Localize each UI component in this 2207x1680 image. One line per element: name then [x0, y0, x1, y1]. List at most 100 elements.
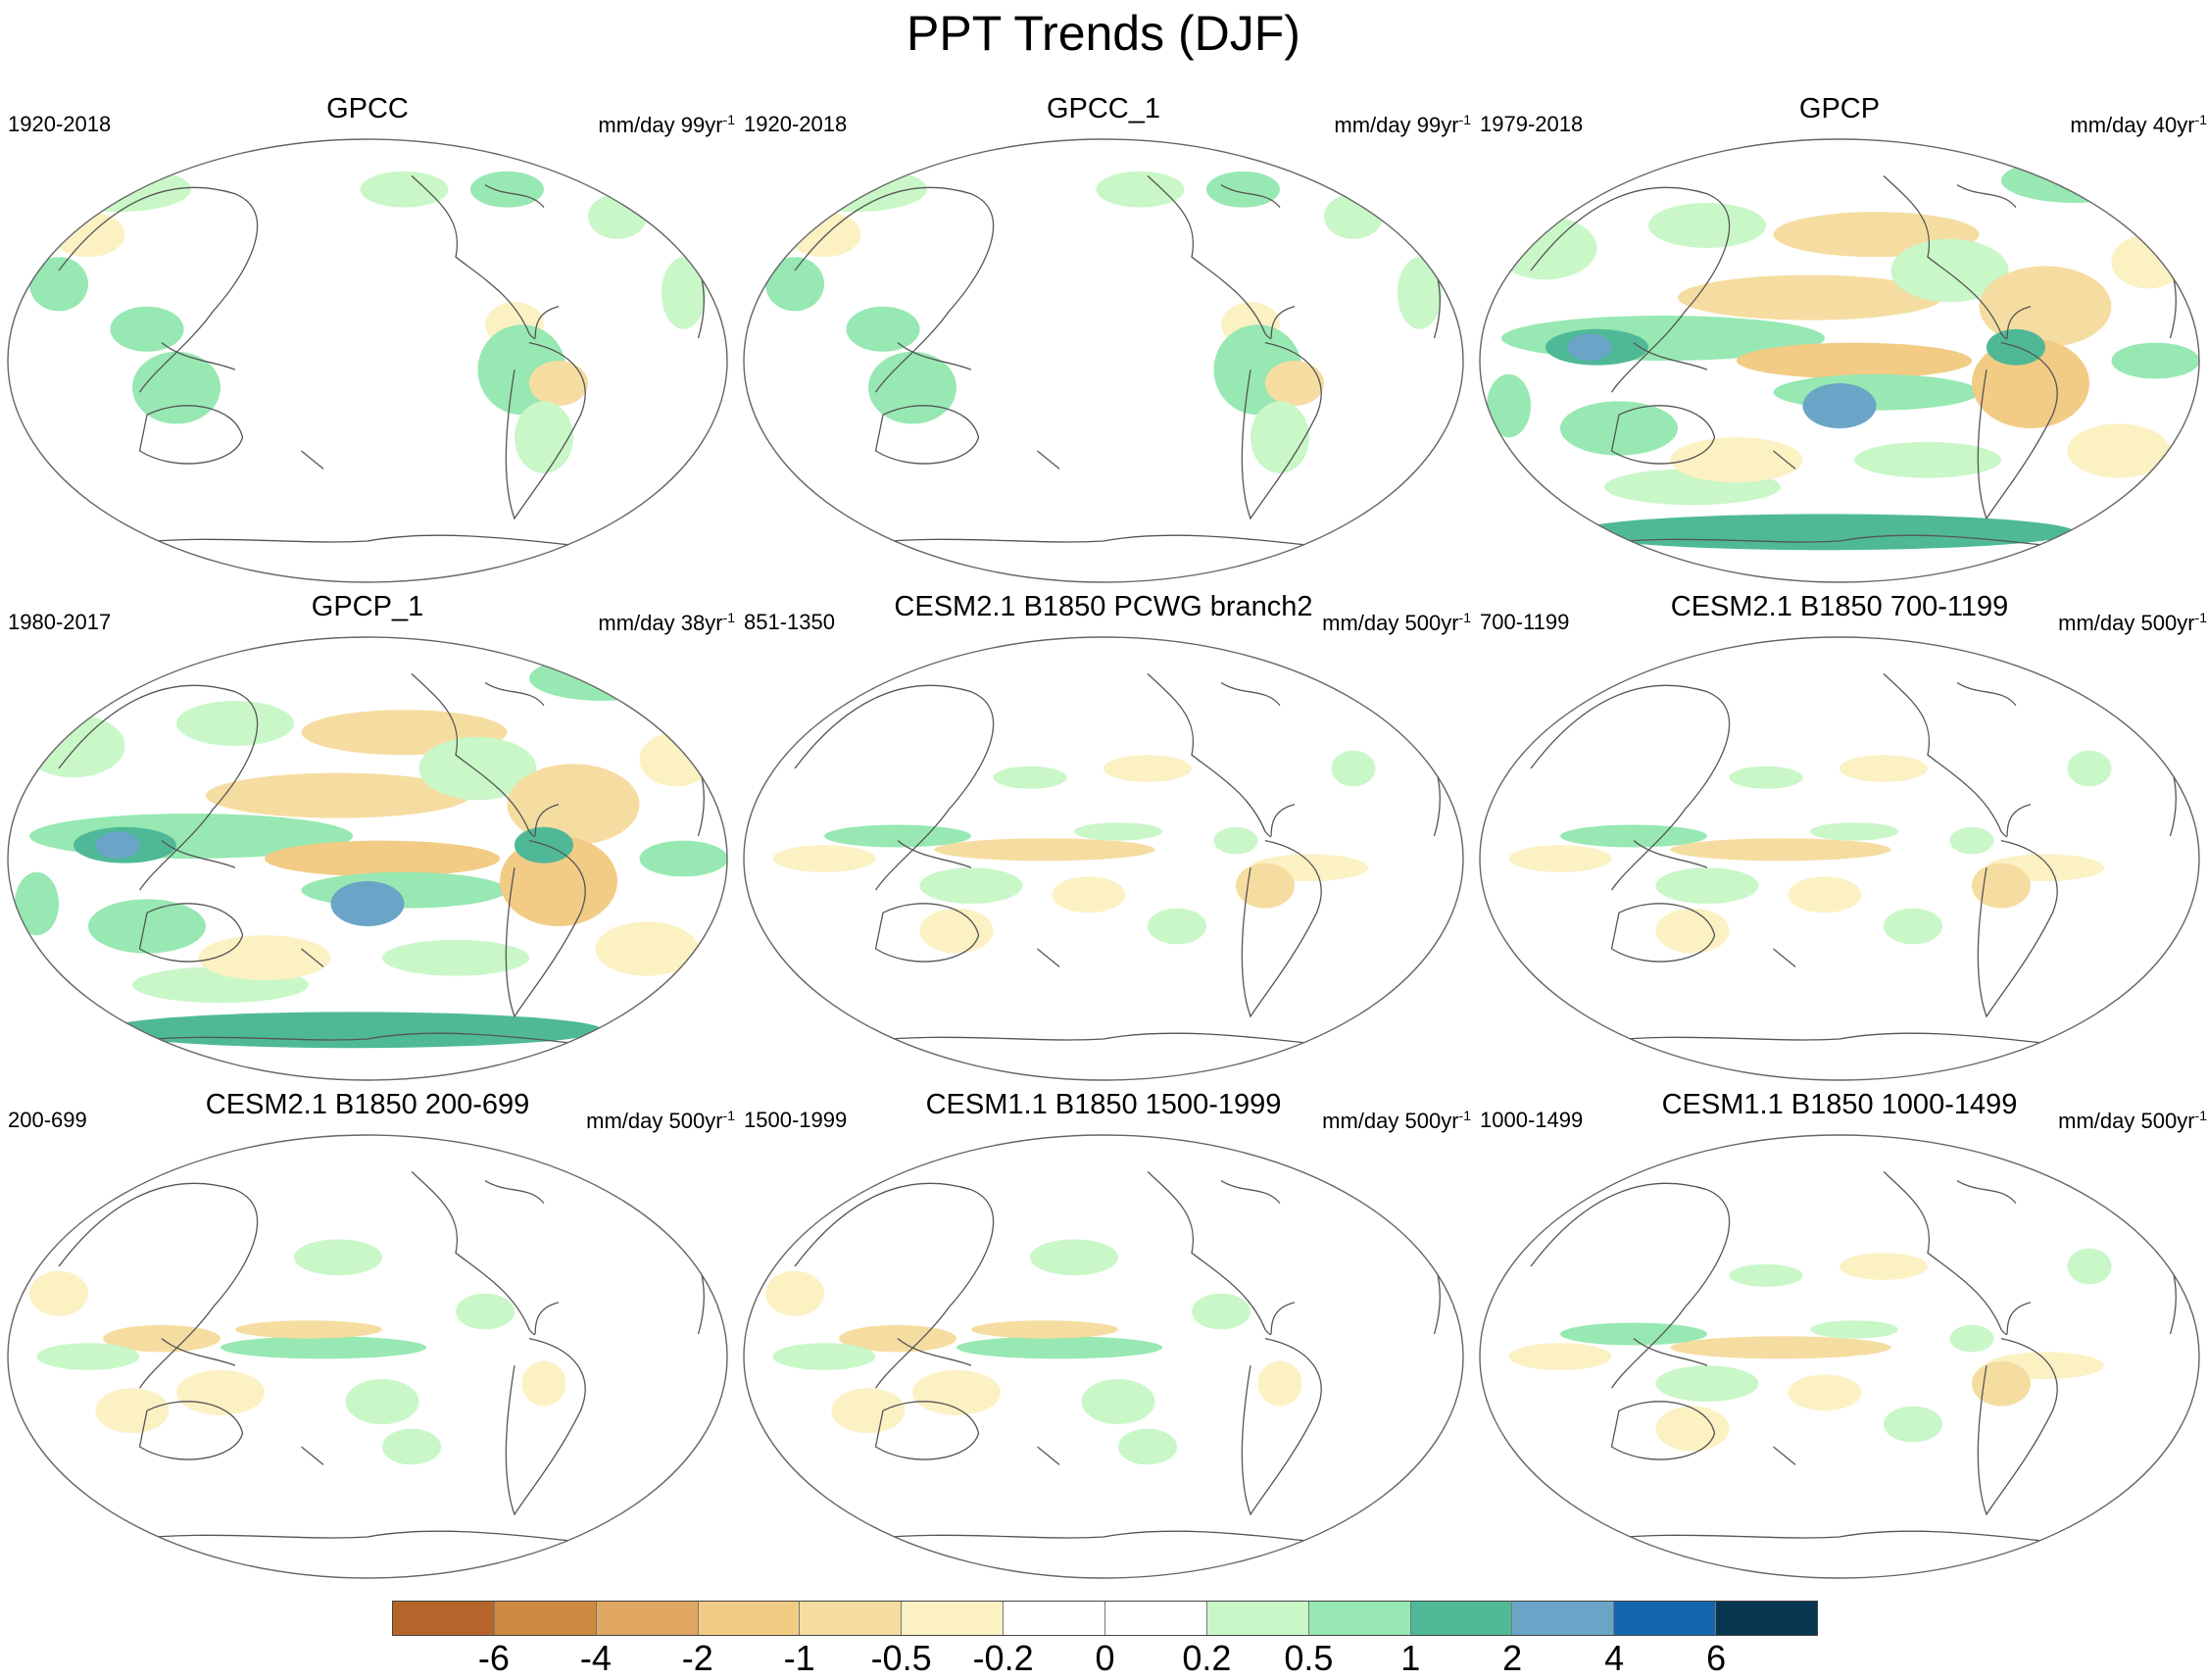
coastline [484, 1180, 545, 1205]
coastline [1037, 1446, 1060, 1465]
coastline [58, 186, 259, 393]
dry-trend-patch [1788, 1374, 1862, 1411]
wet-trend-patch [662, 257, 706, 329]
dry-trend-patch [971, 1320, 1118, 1339]
coastline [1633, 1338, 1708, 1366]
colorbar-box [1614, 1602, 1717, 1635]
coastline [301, 450, 324, 469]
coastline [484, 682, 545, 707]
coastline [874, 405, 980, 465]
wet-trend-patch [1560, 824, 1707, 848]
world-map [743, 138, 1464, 583]
coastline [505, 1337, 586, 1516]
dry-trend-patch [1257, 1360, 1302, 1407]
colorbar-box [1410, 1602, 1513, 1635]
wet-trend-patch [772, 1343, 876, 1370]
colorbar-tick-label: -0.5 [870, 1638, 932, 1678]
wet-trend-patch [1884, 1406, 1942, 1443]
colorbar-tick-label: -6 [477, 1638, 510, 1678]
coastline [1397, 714, 1441, 837]
coastline [110, 1032, 618, 1049]
wet-trend-patch [132, 351, 221, 424]
world-map [743, 636, 1464, 1081]
dry-trend-patch [51, 212, 125, 258]
map-outline [1479, 138, 2200, 583]
map-panel: CESM1.1 B1850 1500-1999 1500-1999 mm/day 5… [736, 1082, 1471, 1579]
wet-trend-patch [2111, 342, 2199, 379]
panel-units: mm/day 500yr-1 [1275, 605, 1471, 636]
panel-title: CESM1.1 B1850 1000-1499 [1661, 1089, 2018, 1120]
dry-trend-patch [1052, 876, 1126, 914]
colorbar-box [1004, 1602, 1106, 1635]
coastline [794, 1182, 995, 1389]
coastline [1773, 450, 1796, 469]
panel-units: mm/day 500yr-1 [539, 1103, 735, 1134]
panel-units-text: mm/day 500yr [2058, 1109, 2195, 1133]
dry-trend-patch [1508, 845, 1612, 872]
panel-period: 1920-2018 [8, 112, 112, 136]
colorbar-box [800, 1602, 903, 1635]
coastline [661, 1211, 705, 1335]
panel-units: mm/day 500yr-1 [2011, 605, 2207, 636]
wet-trend-patch [1560, 401, 1678, 456]
colorbar-tick-label: -4 [579, 1638, 612, 1678]
panel-title: GPCP [1798, 93, 1881, 124]
coastline [411, 672, 560, 838]
world-map [1479, 138, 2200, 583]
coastline [1582, 1032, 2090, 1049]
coastline [1037, 450, 1060, 469]
panel-units-exponent: -1 [1458, 610, 1471, 625]
wet-trend-patch [456, 1293, 515, 1330]
wet-trend-patch [1331, 750, 1376, 787]
wet-trend-patch [294, 1239, 382, 1276]
coastline [1977, 839, 2058, 1018]
wet-trend-patch [2067, 1248, 2112, 1285]
panel-period: 1000-1499 [1480, 1108, 1584, 1132]
colorbar-box [596, 1602, 699, 1635]
wet-trend-patch [1074, 822, 1162, 841]
wet-trend-patch [1810, 822, 1898, 841]
panel-units: mm/day 99yr-1 [1275, 107, 1471, 138]
wet-trend-patch [1148, 908, 1206, 945]
coastline [1241, 839, 1322, 1018]
wet-trend-patch [868, 351, 956, 424]
coastline [1147, 174, 1296, 340]
wet-trend-patch [36, 1343, 140, 1370]
colorbar-tick-label: -2 [681, 1638, 713, 1678]
coastline [1530, 1182, 1731, 1389]
dry-trend-patch [1265, 361, 1324, 406]
dry-trend-patch [1737, 342, 1972, 379]
map-panel: CESM2.1 B1850 PCWG branch2 851-1350 mm/day… [736, 584, 1471, 1081]
wet-trend-patch [418, 736, 537, 801]
colorbar-box [902, 1602, 1005, 1635]
wet-trend-patch [515, 401, 573, 474]
wet-trend-patch [1655, 867, 1759, 904]
coastline [161, 1338, 236, 1366]
wet-trend-patch [780, 167, 927, 213]
colorbar-tick-label: 6 [1706, 1638, 1727, 1678]
panel-period: 200-699 [8, 1108, 87, 1132]
coastline [1956, 1180, 2017, 1205]
dry-trend-patch [235, 1320, 382, 1339]
wet-trend-patch [1890, 238, 2009, 303]
coastline [1037, 948, 1060, 967]
dry-trend-patch [2067, 423, 2171, 478]
map-panel: GPCP 1979-2018 mm/day 40yr-1 [1472, 86, 2207, 583]
coastline [1220, 184, 1281, 209]
dry-trend-patch [1670, 1336, 1891, 1359]
panel-title: CESM2.1 B1850 PCWG branch2 [894, 591, 1313, 622]
world-map [743, 1134, 1464, 1579]
dry-trend-patch [765, 1270, 824, 1316]
dry-trend-patch [1508, 1343, 1612, 1370]
coastline [1610, 1401, 1716, 1460]
wet-trend-patch [1206, 171, 1280, 208]
dry-trend-patch [265, 840, 500, 877]
dry-trend-patch [1972, 863, 2031, 909]
coastline [1397, 1211, 1441, 1335]
dry-trend-patch [831, 1388, 906, 1434]
wet-trend-patch [956, 1336, 1162, 1359]
colorbar-tick-label: 1 [1400, 1638, 1421, 1678]
wet-trend-patch [360, 171, 449, 208]
wet-trend-patch [382, 939, 529, 976]
dry-trend-patch [1972, 1360, 2031, 1407]
